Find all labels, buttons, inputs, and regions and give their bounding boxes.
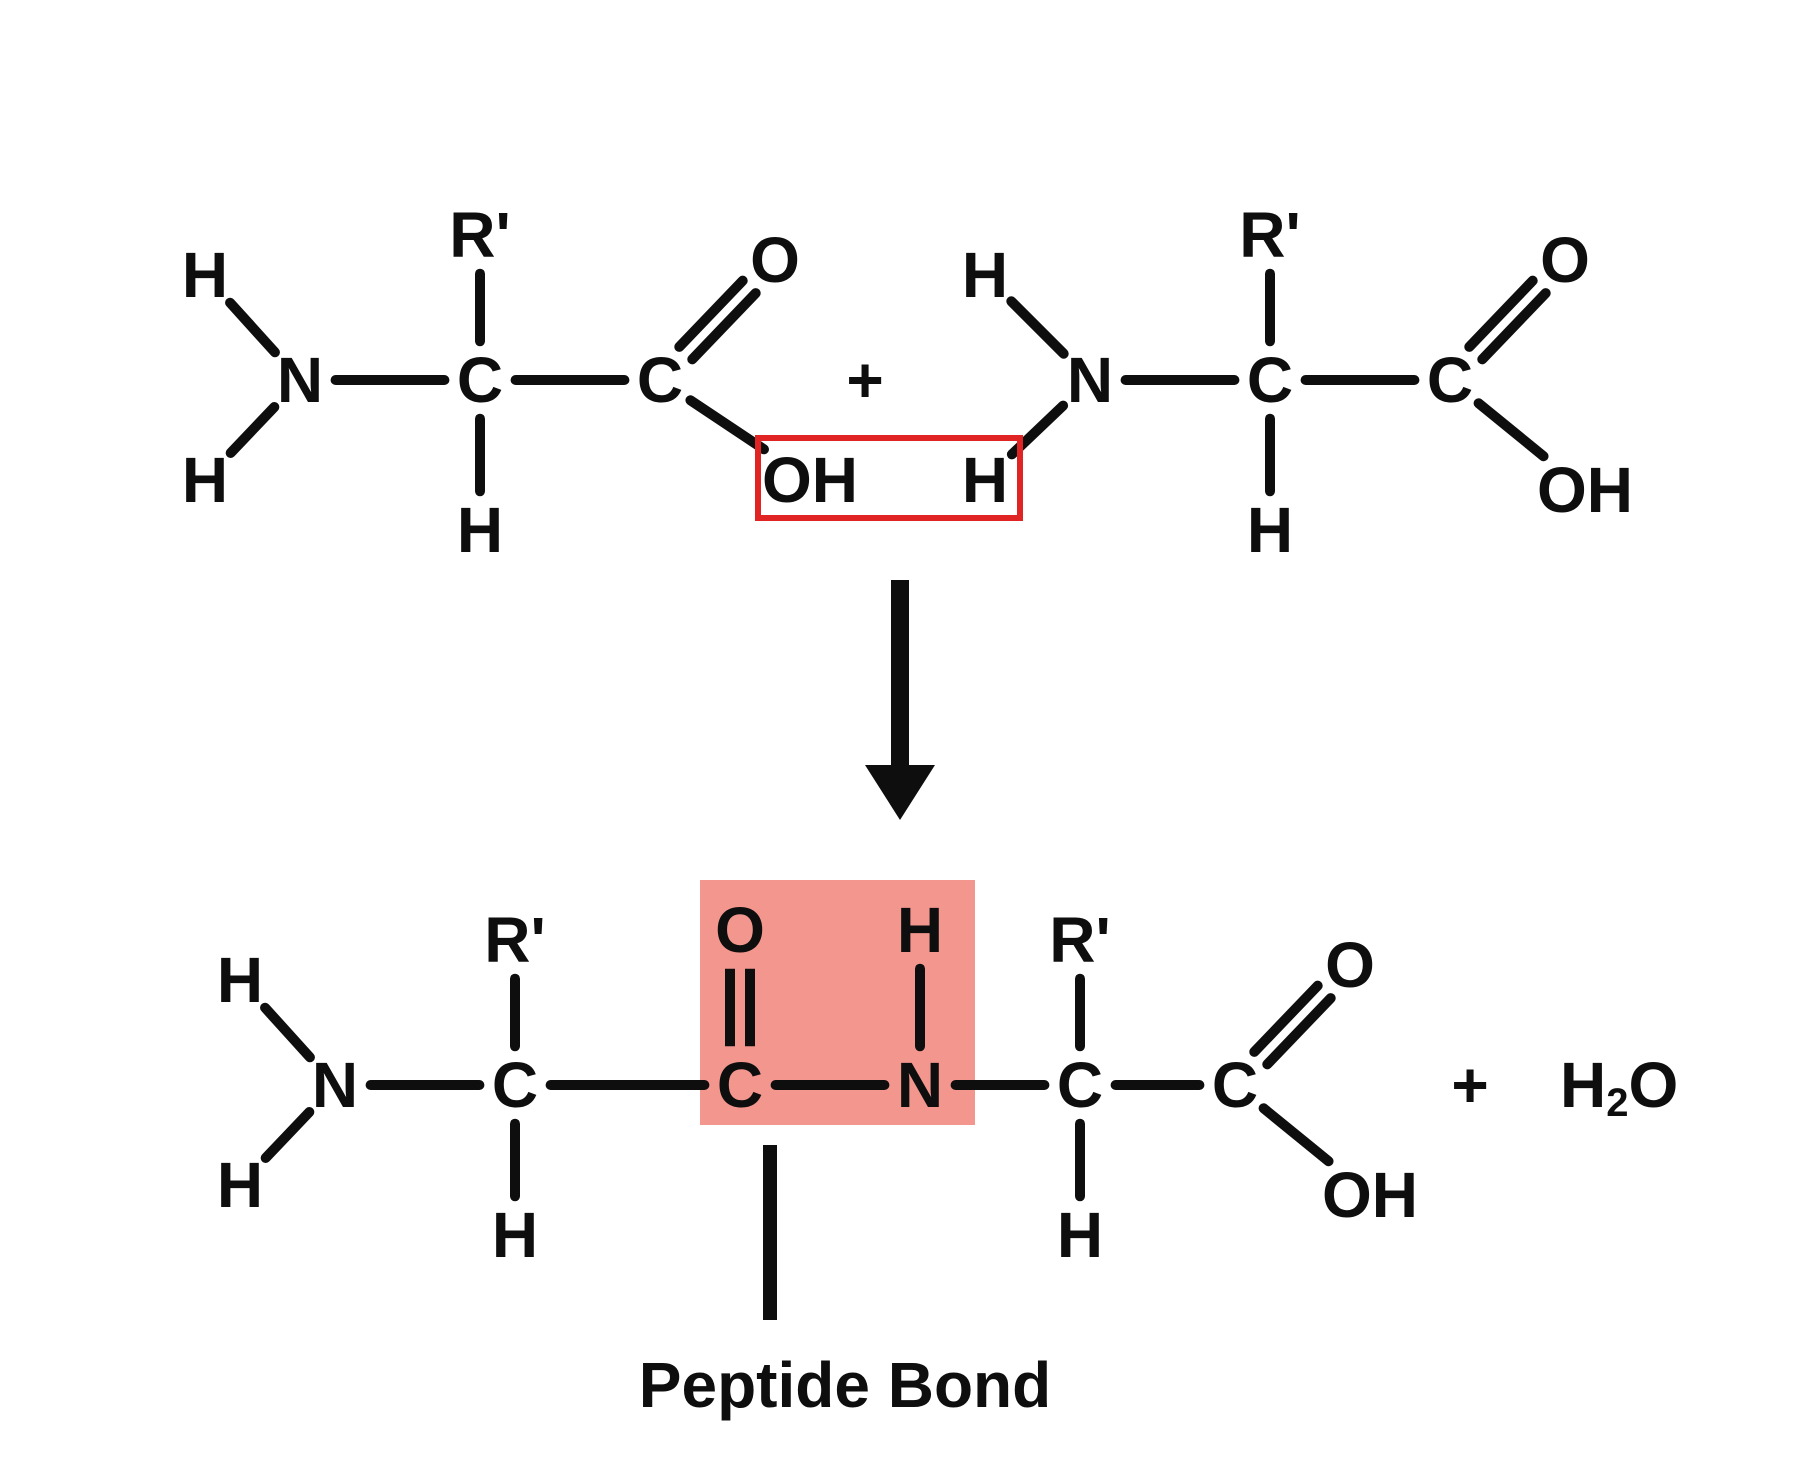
amino-acid-2-atom-n: N (1067, 344, 1113, 416)
amino-acid-2-atom-cc: C (1427, 344, 1473, 416)
dipeptide-atom-od2: O (1325, 929, 1375, 1001)
dipeptide-atom-h1: H (217, 944, 263, 1016)
bond-single (266, 1112, 310, 1158)
water-label: H2O (1560, 1049, 1678, 1125)
amino-acid-1-atom-h1: H (182, 239, 228, 311)
plus-reactants: + (846, 344, 883, 416)
amino-acid-1-atom-n: N (277, 344, 323, 416)
amino-acid-1-atom-rp: R' (449, 199, 510, 271)
bond-single (1264, 1108, 1329, 1161)
amino-acid-2-atom-rp: R' (1239, 199, 1300, 271)
amino-acid-1-atom-od: O (750, 224, 800, 296)
dipeptide-atom-cc1: C (717, 1049, 763, 1121)
bond-single (690, 400, 764, 449)
amino-acid-2-atom-od: O (1540, 224, 1590, 296)
bond-single (1011, 301, 1063, 353)
bond-single (231, 407, 275, 453)
dipeptide-atom-hb2: H (1057, 1199, 1103, 1271)
dipeptide-atom-oh2: OH (1322, 1159, 1418, 1231)
amino-acid-1-atom-h2: H (182, 444, 228, 516)
dipeptide-atom-hb1: H (492, 1199, 538, 1271)
reaction-arrow-head (865, 765, 935, 820)
dipeptide-atom-r1: R' (484, 904, 545, 976)
amino-acid-1-atom-cc: C (637, 344, 683, 416)
dipeptide-atom-ca1: C (492, 1049, 538, 1121)
dipeptide-atom-ca2: C (1057, 1049, 1103, 1121)
bond-single (265, 1008, 310, 1058)
bond-single (1479, 403, 1544, 456)
plus-products: + (1451, 1049, 1488, 1121)
caption-peptide-bond: Peptide Bond (639, 1349, 1051, 1421)
dipeptide-atom-h2: H (217, 1149, 263, 1221)
amino-acid-1-atom-ca: C (457, 344, 503, 416)
dipeptide-atom-n2: N (897, 1049, 943, 1121)
amino-acid-1-atom-oh: OH (762, 444, 858, 516)
amino-acid-2-atom-hn: H (962, 444, 1008, 516)
amino-acid-2-atom-hb: H (1247, 494, 1293, 566)
amino-acid-2-atom-ht: H (962, 239, 1008, 311)
dipeptide-atom-n1: N (312, 1049, 358, 1121)
dipeptide-atom-hn2: H (897, 894, 943, 966)
amino-acid-2-atom-oh: OH (1537, 454, 1633, 526)
dipeptide-atom-r2: R' (1049, 904, 1110, 976)
bond-single (230, 303, 275, 353)
dipeptide-atom-cc2: C (1212, 1049, 1258, 1121)
dipeptide-atom-od1: O (715, 894, 765, 966)
amino-acid-1-atom-hb: H (457, 494, 503, 566)
amino-acid-2-atom-ca: C (1247, 344, 1293, 416)
